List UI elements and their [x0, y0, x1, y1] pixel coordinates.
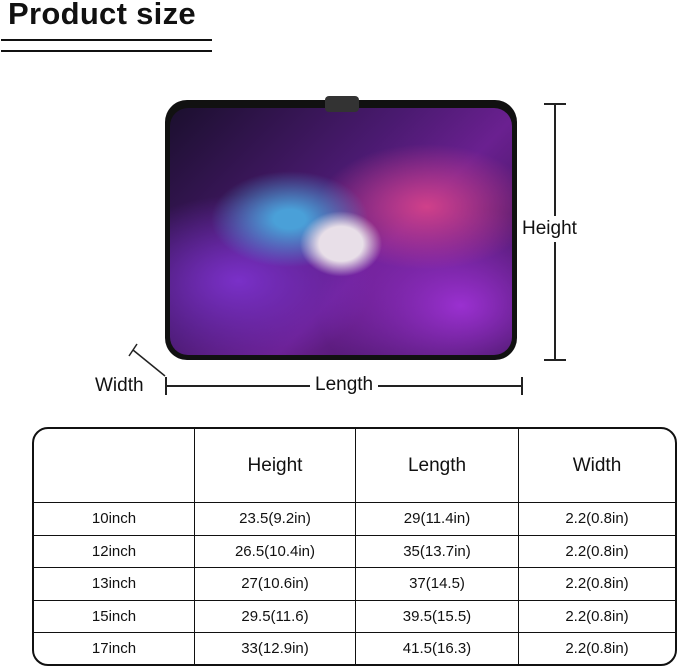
- width-label: Width: [95, 375, 144, 396]
- length-cell: 35(13.7in): [356, 535, 519, 569]
- height-cap-top: [544, 103, 566, 105]
- zipper-pull: [325, 96, 359, 112]
- width-cell: 2.2(0.8in): [519, 568, 675, 601]
- width-cell: 2.2(0.8in): [519, 601, 675, 634]
- height-cell: 26.5(10.4in): [195, 535, 356, 569]
- table-header-row: Height Length Width: [34, 429, 675, 504]
- table-row: 12inch 26.5(10.4in) 35(13.7in) 2.2(0.8in): [34, 535, 675, 569]
- header-cell: [34, 429, 195, 504]
- size-cell: 12inch: [34, 535, 195, 569]
- header-height: Height: [195, 429, 356, 504]
- size-cell: 10inch: [34, 503, 195, 536]
- height-cell: 27(10.6in): [195, 568, 356, 601]
- width-dimension-line: [128, 343, 166, 377]
- laptop-sleeve-image: [165, 100, 517, 360]
- height-cell: 23.5(9.2in): [195, 503, 356, 536]
- height-cap-bottom: [544, 359, 566, 361]
- size-table: Height Length Width 10inch 23.5(9.2in) 29(…: [32, 427, 677, 666]
- table-row: 15inch 29.5(11.6) 39.5(15.5) 2.2(0.8in): [34, 600, 675, 634]
- title-underline: [1, 39, 212, 41]
- title-underline: [1, 50, 212, 52]
- header-width: Width: [519, 429, 675, 504]
- length-cell: 37(14.5): [356, 568, 519, 601]
- width-cell: 2.2(0.8in): [565, 640, 629, 658]
- height-label: Height: [522, 216, 577, 242]
- table-row: 17inch 33(12.9in) 41.5(16.3) 2.2(0.8in): [34, 633, 675, 664]
- length-cap-left: [165, 377, 167, 395]
- width-cell: 2.2(0.8in): [519, 503, 675, 536]
- wolf-galaxy-artwork: [170, 108, 512, 355]
- size-cell: 15inch: [34, 600, 195, 634]
- table-row: 10inch 23.5(9.2in) 29(11.4in) 2.2(0.8in): [34, 503, 675, 536]
- length-cell: 29(11.4in): [356, 503, 519, 536]
- length-cell: 41.5(16.3): [356, 633, 519, 664]
- size-cell: 17inch: [34, 633, 195, 664]
- height-cell: 29.5(11.6): [195, 600, 356, 634]
- page-title: Product size: [8, 0, 196, 31]
- table-row: 13inch 27(10.6in) 37(14.5) 2.2(0.8in): [34, 568, 675, 601]
- width-cell: 2.2(0.8in): [519, 536, 675, 569]
- length-cap-right: [521, 377, 523, 395]
- size-cell: 13inch: [34, 568, 195, 601]
- length-label: Length: [310, 374, 379, 396]
- header-length: Length: [356, 429, 519, 504]
- height-cell: 33(12.9in): [195, 633, 356, 664]
- length-cell: 39.5(15.5): [356, 600, 519, 634]
